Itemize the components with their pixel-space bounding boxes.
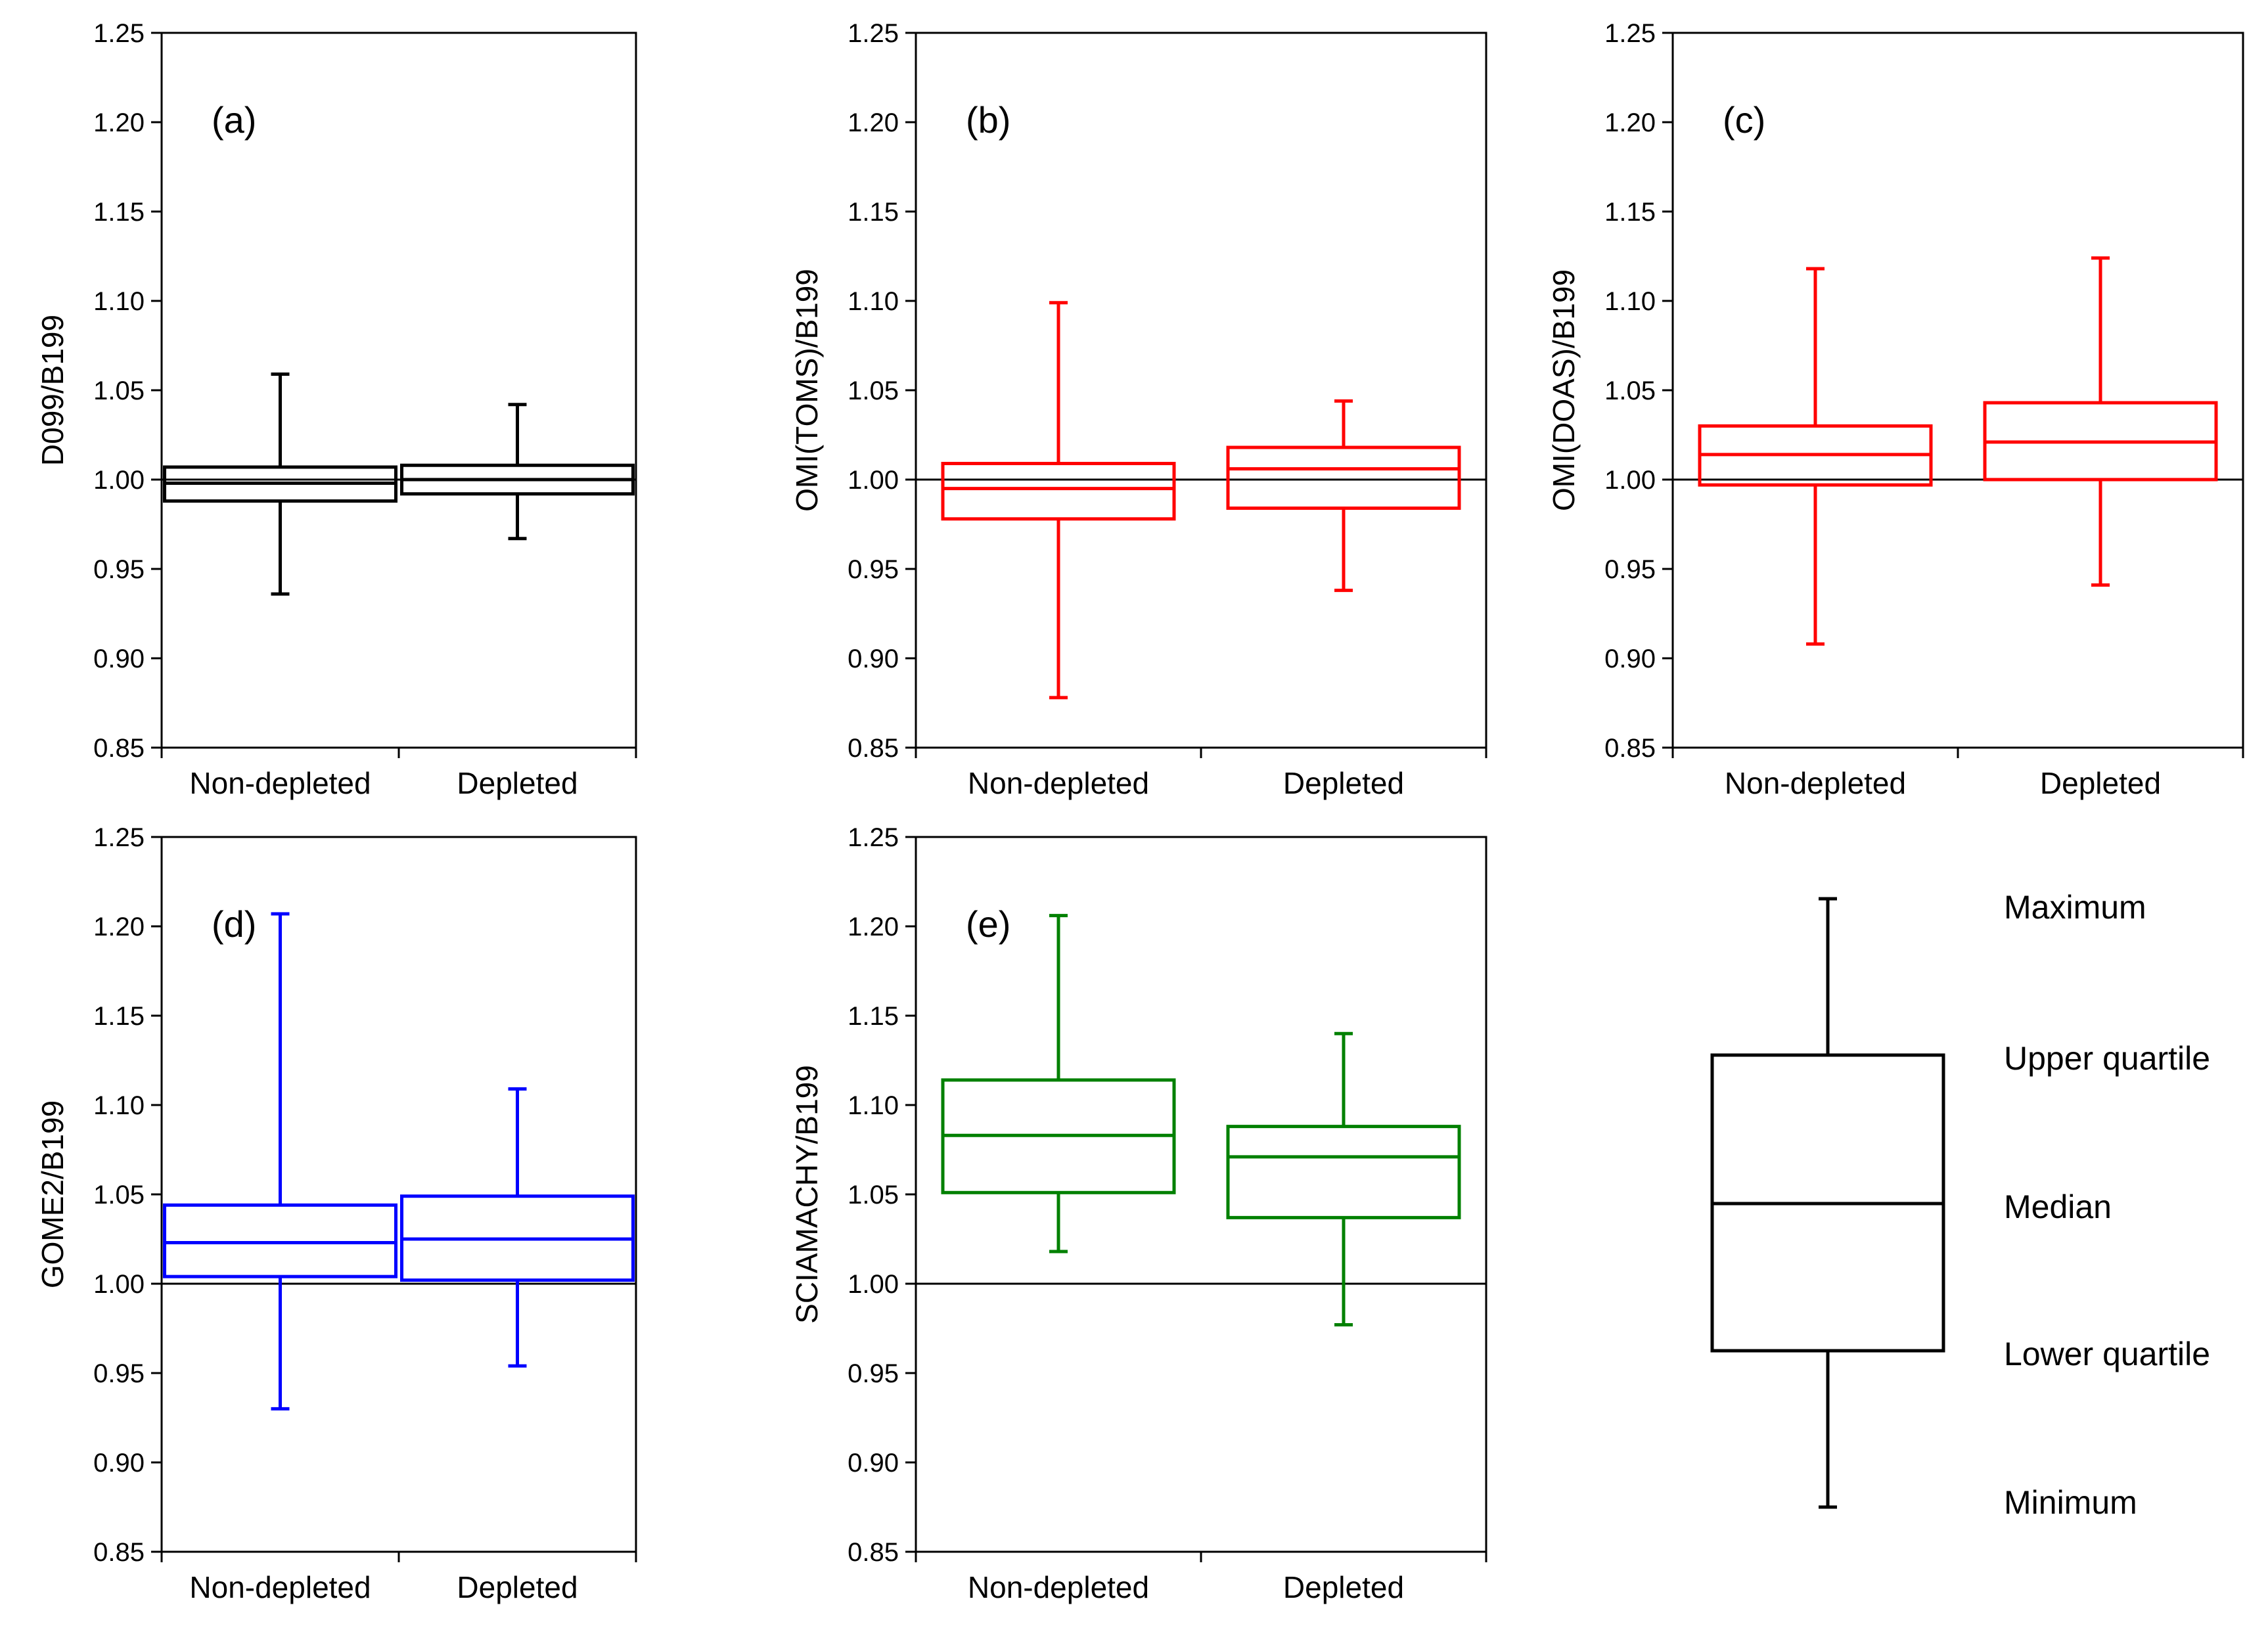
box-plot: [941, 914, 1176, 1253]
box-plot: [1698, 267, 1933, 646]
box-plot: [941, 301, 1176, 700]
y-tick-label: 1.10: [1604, 287, 1656, 316]
legend-label-q3: Upper quartile: [2004, 1040, 2210, 1077]
y-tick-label: 1.05: [1604, 376, 1656, 405]
y-tick-label: 1.10: [848, 287, 899, 316]
y-tick-label: 1.10: [848, 1091, 899, 1120]
y-tick-label: 0.90: [848, 644, 899, 673]
y-tick-label: 0.95: [93, 1359, 145, 1388]
y-tick-label: 1.25: [1604, 19, 1656, 48]
y-tick-label: 1.15: [848, 1002, 899, 1031]
iqr-box: [1226, 1125, 1461, 1219]
y-tick-label: 1.20: [848, 913, 899, 941]
box-plot: [400, 403, 635, 541]
y-tick-label: 1.05: [848, 376, 899, 405]
y-tick-label: 0.90: [848, 1449, 899, 1478]
y-tick-label: 1.25: [93, 19, 145, 48]
legend-label-q1: Lower quartile: [2004, 1336, 2210, 1372]
y-tick-label: 1.20: [93, 913, 145, 941]
y-axis-label: OMI(TOMS)/B199: [790, 269, 824, 512]
y-tick-label: 1.20: [1604, 108, 1656, 137]
y-tick-label: 1.15: [93, 1002, 145, 1031]
box-legend: Maximum Upper quartile Median Lower quartil…: [1710, 889, 2210, 1521]
y-axis-label: GOME2/B199: [35, 1100, 70, 1288]
x-category-label: Non-depleted: [968, 766, 1149, 800]
y-tick-label: 1.00: [93, 1270, 145, 1299]
y-axis-label: D099/B199: [35, 315, 70, 466]
x-category-label: Depleted: [1283, 766, 1404, 800]
iqr-box: [941, 462, 1176, 521]
box-plot: [400, 1087, 635, 1368]
panel-e: 0.85 0.90 0.95 1.00 1.05 1.10 1.15 1.20 1.25 Non-…: [790, 823, 1487, 1604]
y-tick-label: 1.00: [93, 466, 145, 495]
panel-label: (c): [1723, 99, 1765, 141]
y-tick-label: 1.00: [1604, 466, 1656, 495]
y-tick-label: 1.00: [848, 466, 899, 495]
y-tick-label: 0.90: [1604, 644, 1656, 673]
panel-label: (d): [212, 903, 256, 945]
box-plot: [1983, 256, 2218, 587]
panel-label: (a): [212, 99, 256, 141]
x-category-label: Depleted: [457, 1570, 578, 1604]
y-tick-label: 1.20: [848, 108, 899, 137]
y-axis-label: OMI(DOAS)/B199: [1547, 269, 1581, 511]
y-tick-label: 1.15: [1604, 198, 1656, 227]
box-plot: [163, 373, 397, 596]
box-plot: [1226, 399, 1461, 593]
y-tick-label: 0.85: [93, 734, 145, 763]
y-tick-label: 1.25: [848, 823, 899, 852]
y-tick-label: 1.10: [93, 287, 145, 316]
y-tick-label: 1.05: [93, 1181, 145, 1209]
panel-c: 0.85 0.90 0.95 1.00 1.05 1.10 1.15 1.20 1.25 Non-…: [1547, 19, 2244, 800]
y-tick-label: 0.95: [1604, 555, 1656, 584]
legend-label-max: Maximum: [2004, 889, 2146, 926]
x-category-label: Non-depleted: [189, 1570, 371, 1604]
y-tick-label: 0.85: [848, 734, 899, 763]
y-tick-label: 1.25: [93, 823, 145, 852]
iqr-box: [1226, 445, 1461, 510]
x-category-label: Depleted: [1283, 1570, 1404, 1604]
y-tick-label: 1.00: [848, 1270, 899, 1299]
y-tick-label: 1.05: [848, 1181, 899, 1209]
legend-label-median: Median: [2004, 1188, 2112, 1225]
panel-a: 0.85 0.90 0.95 1.00 1.05 1.10 1.15 1.20 1.25 Non-…: [35, 19, 637, 800]
x-category-label: Non-depleted: [1725, 766, 1906, 800]
panel-label: (b): [966, 99, 1010, 141]
y-tick-label: 0.85: [1604, 734, 1656, 763]
iqr-box: [163, 1203, 397, 1278]
y-tick-label: 0.85: [848, 1538, 899, 1567]
y-tick-label: 1.10: [93, 1091, 145, 1120]
x-category-label: Non-depleted: [968, 1570, 1149, 1604]
y-tick-label: 0.95: [93, 555, 145, 584]
y-tick-label: 1.25: [848, 19, 899, 48]
panel-d: 0.85 0.90 0.95 1.00 1.05 1.10 1.15 1.20 1.25 Non-…: [35, 823, 637, 1604]
y-tick-label: 0.95: [848, 555, 899, 584]
panel-label: (e): [966, 903, 1010, 945]
legend-label-min: Minimum: [2004, 1484, 2137, 1521]
box-plot: [163, 912, 397, 1411]
panel-b: 0.85 0.90 0.95 1.00 1.05 1.10 1.15 1.20 1.25 Non-…: [790, 19, 1487, 800]
y-tick-label: 0.85: [93, 1538, 145, 1567]
x-category-label: Non-depleted: [189, 766, 371, 800]
charts-container: 0.85 0.90 0.95 1.00 1.05 1.10 1.15 1.20 1.25 Non-…: [35, 19, 2244, 1604]
y-tick-label: 1.15: [848, 198, 899, 227]
x-category-label: Depleted: [457, 766, 578, 800]
box-plot: [1226, 1031, 1461, 1327]
y-tick-label: 0.90: [93, 1449, 145, 1478]
y-tick-label: 0.95: [848, 1359, 899, 1388]
y-tick-label: 1.20: [93, 108, 145, 137]
x-category-label: Depleted: [2040, 766, 2161, 800]
y-tick-label: 1.05: [93, 376, 145, 405]
y-tick-label: 1.15: [93, 198, 145, 227]
y-tick-label: 0.90: [93, 644, 145, 673]
y-axis-label: SCIAMACHY/B199: [790, 1065, 824, 1324]
